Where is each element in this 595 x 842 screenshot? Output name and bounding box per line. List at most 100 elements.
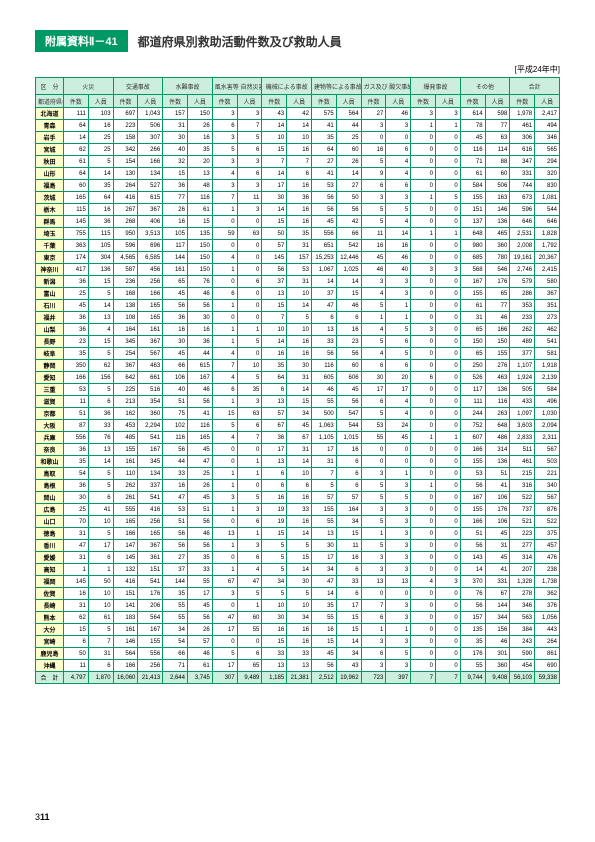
data-cell: 5 (361, 540, 386, 552)
data-cell: 0 (435, 276, 460, 288)
data-cell: 1 (64, 564, 89, 576)
data-cell: 47 (212, 612, 237, 624)
data-cell: 34 (311, 564, 336, 576)
data-cell: 596 (113, 240, 138, 252)
data-cell: 0 (435, 516, 460, 528)
data-cell: 10 (287, 468, 312, 480)
data-cell: 1 (212, 264, 237, 276)
data-cell: 417 (64, 264, 89, 276)
data-cell: 13 (311, 528, 336, 540)
data-cell: 166 (64, 372, 89, 384)
data-cell: 1 (411, 120, 436, 132)
data-cell: 377 (510, 348, 535, 360)
data-cell: 1 (237, 324, 262, 336)
data-cell: 46 (187, 384, 212, 396)
data-cell: 5 (361, 216, 386, 228)
data-cell: 0 (411, 444, 436, 456)
data-cell: 176 (460, 648, 485, 660)
data-cell: 44 (187, 348, 212, 360)
data-cell: 17 (88, 540, 113, 552)
data-cell: 3 (386, 564, 411, 576)
data-cell: 238 (535, 564, 560, 576)
data-cell: 587 (113, 264, 138, 276)
data-cell: 56 (187, 540, 212, 552)
data-cell: 590 (510, 648, 535, 660)
data-cell: 30 (64, 492, 89, 504)
data-cell: 10 (262, 132, 287, 144)
data-cell: 46 (336, 300, 361, 312)
title-badge: 附属資料Ⅱ－41 (35, 30, 128, 52)
data-cell: 4 (212, 348, 237, 360)
data-cell: 147 (113, 540, 138, 552)
data-cell: 6 (336, 588, 361, 600)
data-cell: 527 (138, 180, 163, 192)
data-cell: 5 (386, 492, 411, 504)
data-cell: 363 (64, 240, 89, 252)
header-sub: 人員 (187, 95, 212, 108)
data-cell: 433 (510, 396, 535, 408)
data-cell: 144 (163, 576, 188, 588)
data-cell: 6 (386, 180, 411, 192)
data-cell: 0 (435, 588, 460, 600)
data-cell: 42 (336, 216, 361, 228)
data-cell: 55 (187, 576, 212, 588)
data-cell: 46 (386, 252, 411, 264)
data-cell: 3 (361, 636, 386, 648)
data-cell: 45 (311, 216, 336, 228)
data-cell: 36 (64, 276, 89, 288)
data-cell: 106 (485, 516, 510, 528)
data-cell: 78 (460, 120, 485, 132)
data-cell: 67 (485, 588, 510, 600)
data-cell: 6 (88, 660, 113, 672)
data-cell: 33 (311, 336, 336, 348)
data-cell: 31 (88, 648, 113, 660)
data-cell: 0 (411, 564, 436, 576)
data-cell: 1 (411, 480, 436, 492)
data-cell: 0 (411, 552, 436, 564)
data-cell: 3 (361, 276, 386, 288)
data-cell: 10 (262, 324, 287, 336)
data-cell: 16 (361, 240, 386, 252)
data-cell: 213 (113, 396, 138, 408)
data-cell: 0 (411, 408, 436, 420)
data-cell: 16 (163, 216, 188, 228)
data-cell: 14 (311, 588, 336, 600)
data-cell: 34 (262, 576, 287, 588)
data-cell: 3 (237, 156, 262, 168)
data-cell: 6 (212, 288, 237, 300)
data-cell: 41 (485, 564, 510, 576)
data-cell: 5 (212, 144, 237, 156)
data-cell: 16 (262, 348, 287, 360)
data-cell: 44 (336, 120, 361, 132)
data-cell: 5 (361, 204, 386, 216)
data-cell: 5 (386, 204, 411, 216)
data-cell: 506 (138, 120, 163, 132)
data-cell: 111 (64, 108, 89, 120)
data-cell: 564 (113, 648, 138, 660)
data-cell: 0 (435, 660, 460, 672)
data-cell: 56 (460, 540, 485, 552)
data-cell: 51 (460, 528, 485, 540)
data-cell: 106 (485, 492, 510, 504)
pref-cell: 岩手 (36, 132, 64, 144)
data-cell: 61 (187, 204, 212, 216)
data-cell: 301 (485, 648, 510, 660)
data-cell: 0 (411, 132, 436, 144)
data-cell: 151 (138, 564, 163, 576)
data-cell: 35 (287, 228, 312, 240)
pref-cell: 愛媛 (36, 552, 64, 564)
pref-cell: 石川 (36, 300, 64, 312)
data-cell: 0 (411, 456, 436, 468)
data-cell: 174 (64, 252, 89, 264)
data-cell: 10 (237, 360, 262, 372)
data-cell: 233 (510, 312, 535, 324)
data-cell: 13 (88, 312, 113, 324)
pref-cell: 大分 (36, 624, 64, 636)
data-cell: 5 (237, 372, 262, 384)
data-cell: 384 (510, 624, 535, 636)
data-cell: 56,103 (510, 672, 535, 684)
data-cell: 0 (411, 612, 436, 624)
data-cell: 16 (88, 120, 113, 132)
data-cell: 3 (237, 180, 262, 192)
data-cell: 163 (485, 192, 510, 204)
